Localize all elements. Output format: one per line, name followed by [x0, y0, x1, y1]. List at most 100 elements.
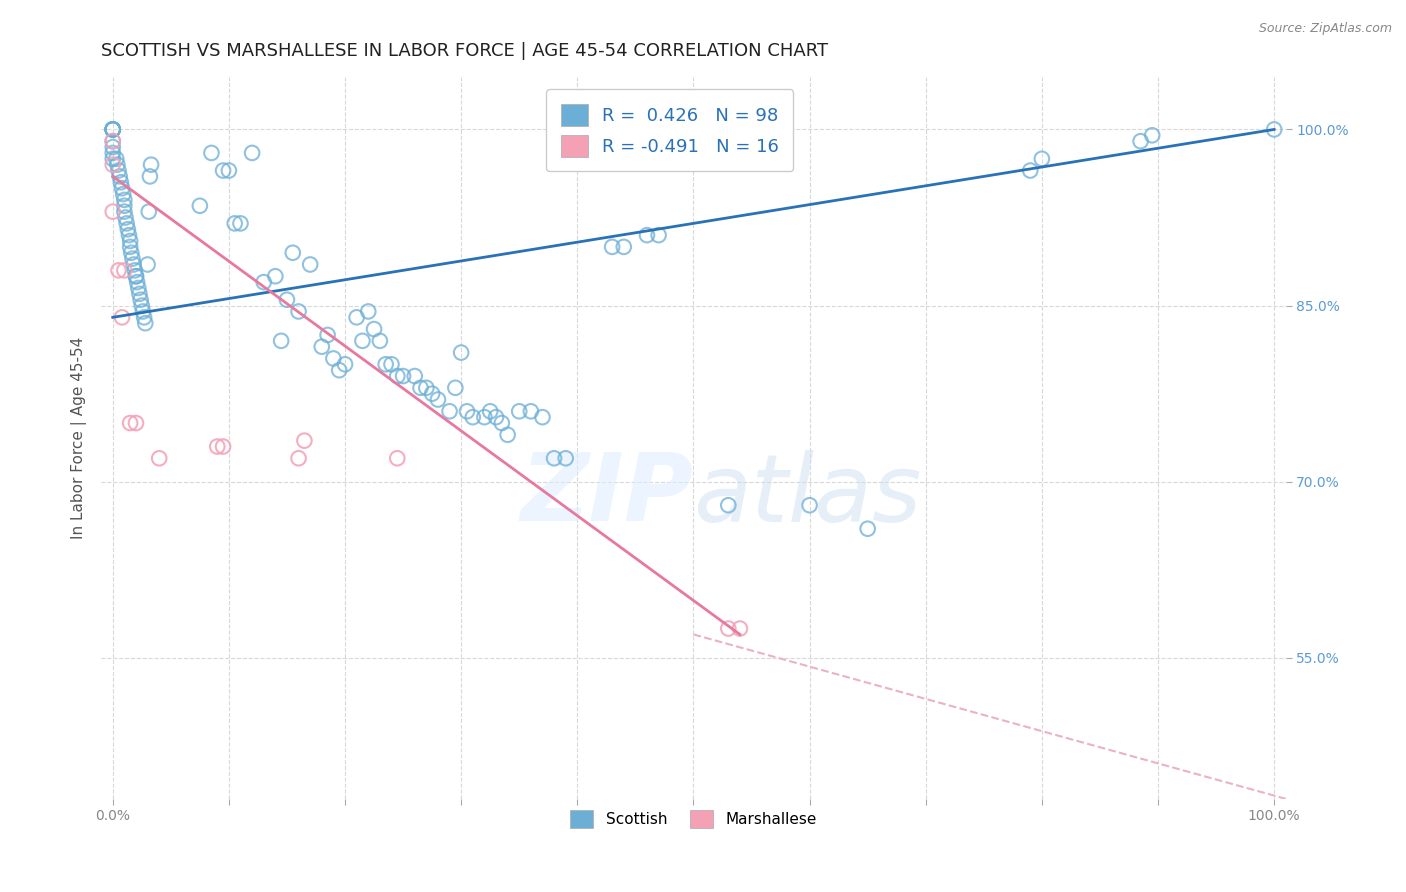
Point [380, 357, 402, 371]
Point [101, 122, 124, 136]
Point [1031, 152, 1053, 166]
Point [600, 240, 623, 254]
Text: ZIP: ZIP [520, 450, 693, 541]
Point [531, 410, 554, 425]
Point [101, 145, 124, 160]
Point [111, 181, 134, 195]
Point [120, 416, 142, 430]
Point [404, 369, 426, 384]
Y-axis label: In Labor Force | Age 45-54: In Labor Force | Age 45-54 [72, 336, 87, 539]
Point [111, 310, 134, 325]
Point [101, 134, 124, 148]
Point [311, 340, 333, 354]
Point [188, 199, 211, 213]
Point [333, 357, 356, 371]
Point [387, 369, 409, 384]
Point [508, 404, 530, 418]
Point [117, 222, 139, 236]
Point [276, 293, 298, 307]
Text: Source: ZipAtlas.com: Source: ZipAtlas.com [1258, 22, 1392, 36]
Point [125, 416, 148, 430]
Point [132, 310, 155, 325]
Point [101, 122, 124, 136]
Point [107, 263, 129, 277]
Point [108, 169, 131, 184]
Point [127, 275, 149, 289]
Point [1019, 163, 1042, 178]
Point [520, 404, 543, 418]
Point [101, 122, 124, 136]
Point [420, 386, 443, 401]
Point [392, 369, 415, 384]
Point [346, 310, 368, 325]
Text: SCOTTISH VS MARSHALLESE IN LABOR FORCE | AGE 45-54 CORRELATION CHART: SCOTTISH VS MARSHALLESE IN LABOR FORCE |… [101, 42, 828, 60]
Point [138, 204, 160, 219]
Point [112, 263, 135, 277]
Point [474, 410, 496, 425]
Point [105, 158, 128, 172]
Point [101, 204, 124, 219]
Point [1263, 122, 1285, 136]
Point [101, 140, 124, 154]
Point [357, 304, 380, 318]
Point [200, 145, 222, 160]
Point [415, 381, 437, 395]
Point [112, 199, 135, 213]
Point [299, 258, 322, 272]
Point [212, 440, 235, 454]
Point [131, 299, 153, 313]
Point [426, 392, 449, 407]
Point [115, 216, 138, 230]
Point [613, 240, 636, 254]
Point [114, 211, 136, 225]
Point [352, 334, 374, 348]
Point [112, 187, 135, 202]
Point [439, 404, 461, 418]
Point [101, 122, 124, 136]
Point [101, 134, 124, 148]
Point [281, 245, 304, 260]
Point [554, 451, 576, 466]
Point [461, 410, 484, 425]
Point [1129, 134, 1152, 148]
Point [148, 451, 170, 466]
Point [328, 363, 350, 377]
Point [124, 263, 146, 277]
Point [240, 145, 263, 160]
Point [101, 122, 124, 136]
Point [139, 169, 162, 184]
Point [368, 334, 391, 348]
Point [125, 269, 148, 284]
Point [107, 163, 129, 178]
Point [218, 163, 240, 178]
Point [374, 357, 396, 371]
Point [636, 228, 658, 243]
Point [1140, 128, 1163, 143]
Point [224, 216, 246, 230]
Point [129, 293, 152, 307]
Point [479, 404, 502, 418]
Point [264, 269, 287, 284]
Point [139, 158, 162, 172]
Point [112, 204, 135, 219]
Point [316, 328, 339, 343]
Point [543, 451, 565, 466]
Point [120, 245, 142, 260]
Legend: Scottish, Marshallese: Scottish, Marshallese [564, 804, 823, 835]
Point [101, 152, 124, 166]
Point [292, 434, 315, 448]
Point [128, 286, 150, 301]
Point [287, 304, 309, 318]
Point [728, 622, 751, 636]
Point [270, 334, 292, 348]
Point [253, 275, 276, 289]
Point [322, 351, 344, 366]
Point [444, 381, 467, 395]
Point [101, 158, 124, 172]
Point [287, 451, 309, 466]
Point [647, 228, 669, 243]
Point [496, 427, 519, 442]
Point [127, 281, 149, 295]
Point [122, 258, 145, 272]
Point [485, 410, 508, 425]
